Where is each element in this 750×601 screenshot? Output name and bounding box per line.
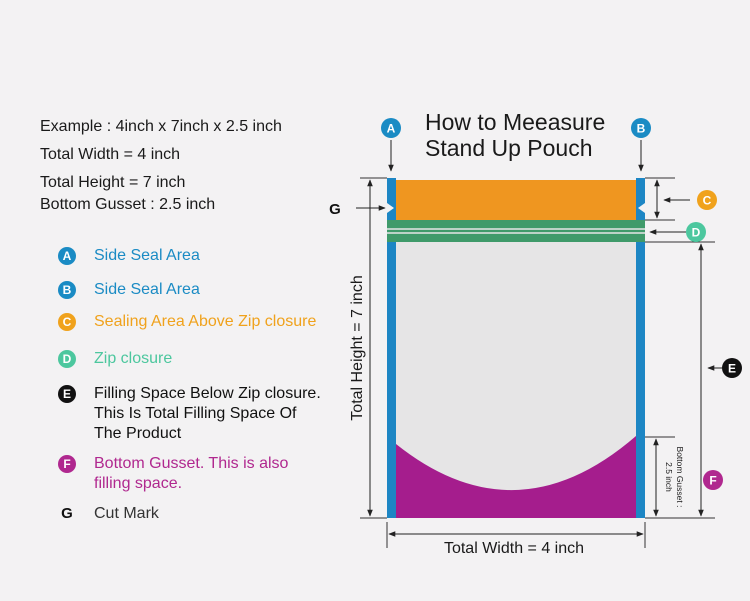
marker-b-text: B — [637, 122, 646, 136]
marker-a — [381, 118, 401, 138]
cut-mark-left — [387, 203, 394, 213]
badge-d: D — [58, 350, 76, 368]
marker-a-text: A — [387, 122, 396, 136]
marker-c — [697, 190, 717, 210]
legend-label-e-line2: This Is Total Filling Space Of — [94, 405, 297, 422]
badge-e: E — [58, 385, 76, 403]
width-label: Total Width = 4 inch — [444, 540, 584, 557]
marker-d — [686, 222, 706, 242]
legend-item-d: D Zip closure — [58, 349, 172, 369]
gusset-label-line1: Bottom Gusset : — [675, 447, 685, 508]
total-width-spec: Total Width = 4 inch — [40, 146, 181, 163]
legend-label-d: Zip closure — [94, 350, 173, 367]
legend-label-a: Side Seal Area — [94, 247, 200, 264]
diagram-title-line2: Stand Up Pouch — [425, 135, 593, 161]
cut-mark-right — [638, 203, 645, 213]
side-seal-left — [387, 178, 396, 518]
marker-b — [631, 118, 651, 138]
marker-c-text: C — [703, 194, 712, 208]
top-seal-area — [396, 180, 636, 220]
zip-closure-over-seals — [387, 220, 645, 242]
legend-item-c: C Sealing Area Above Zip closure — [58, 312, 316, 332]
example-spec: Example : 4inch x 7inch x 2.5 inch — [40, 118, 282, 135]
marker-f-text: F — [709, 474, 716, 488]
legend-label-c: Sealing Area Above Zip closure — [94, 313, 317, 330]
bottom-gusset-area — [396, 436, 636, 518]
legend-label-e: Filling Space Below Zip closure. This Is… — [94, 384, 321, 444]
legend-item-e: E Filling Space Below Zip closure. This … — [58, 384, 321, 444]
side-seal-right — [636, 178, 645, 518]
bottom-gusset-spec: Bottom Gusset : 2.5 inch — [40, 196, 216, 213]
badge-a: A — [58, 247, 76, 265]
legend-label-f-line1: Bottom Gusset. This is also — [94, 455, 289, 472]
badge-c: C — [58, 313, 76, 331]
marker-f — [703, 470, 723, 490]
marker-e-text: E — [728, 362, 736, 376]
marker-g-text: G — [329, 201, 341, 218]
badge-g: G — [61, 505, 73, 522]
total-height-spec: Total Height = 7 inch — [40, 174, 186, 191]
legend-label-f: Bottom Gusset. This is also filling spac… — [94, 454, 288, 494]
badge-f: F — [58, 455, 76, 473]
badge-b: B — [58, 281, 76, 299]
gusset-label-line2: 2.5 inch — [664, 462, 674, 492]
legend-item-a: A Side Seal Area — [58, 246, 200, 266]
legend-label-e-line3: The Product — [94, 425, 182, 442]
legend-item-f: F Bottom Gusset. This is also filling sp… — [58, 454, 288, 494]
legend-label-g: Cut Mark — [94, 505, 159, 522]
diagram-title: How to Meeasure Stand Up Pouch — [425, 109, 605, 161]
marker-d-text: D — [692, 226, 701, 240]
legend-label-e-line1: Filling Space Below Zip closure. — [94, 385, 321, 402]
legend-label-b: Side Seal Area — [94, 281, 200, 298]
legend-item-b: B Side Seal Area — [58, 280, 200, 300]
diagram-title-line1: How to Meeasure — [425, 109, 606, 135]
marker-e — [722, 358, 742, 378]
legend-label-f-line2: filling space. — [94, 475, 183, 492]
legend-item-g: G Cut Mark — [58, 504, 159, 524]
height-label: Total Height = 7 inch — [349, 275, 366, 420]
